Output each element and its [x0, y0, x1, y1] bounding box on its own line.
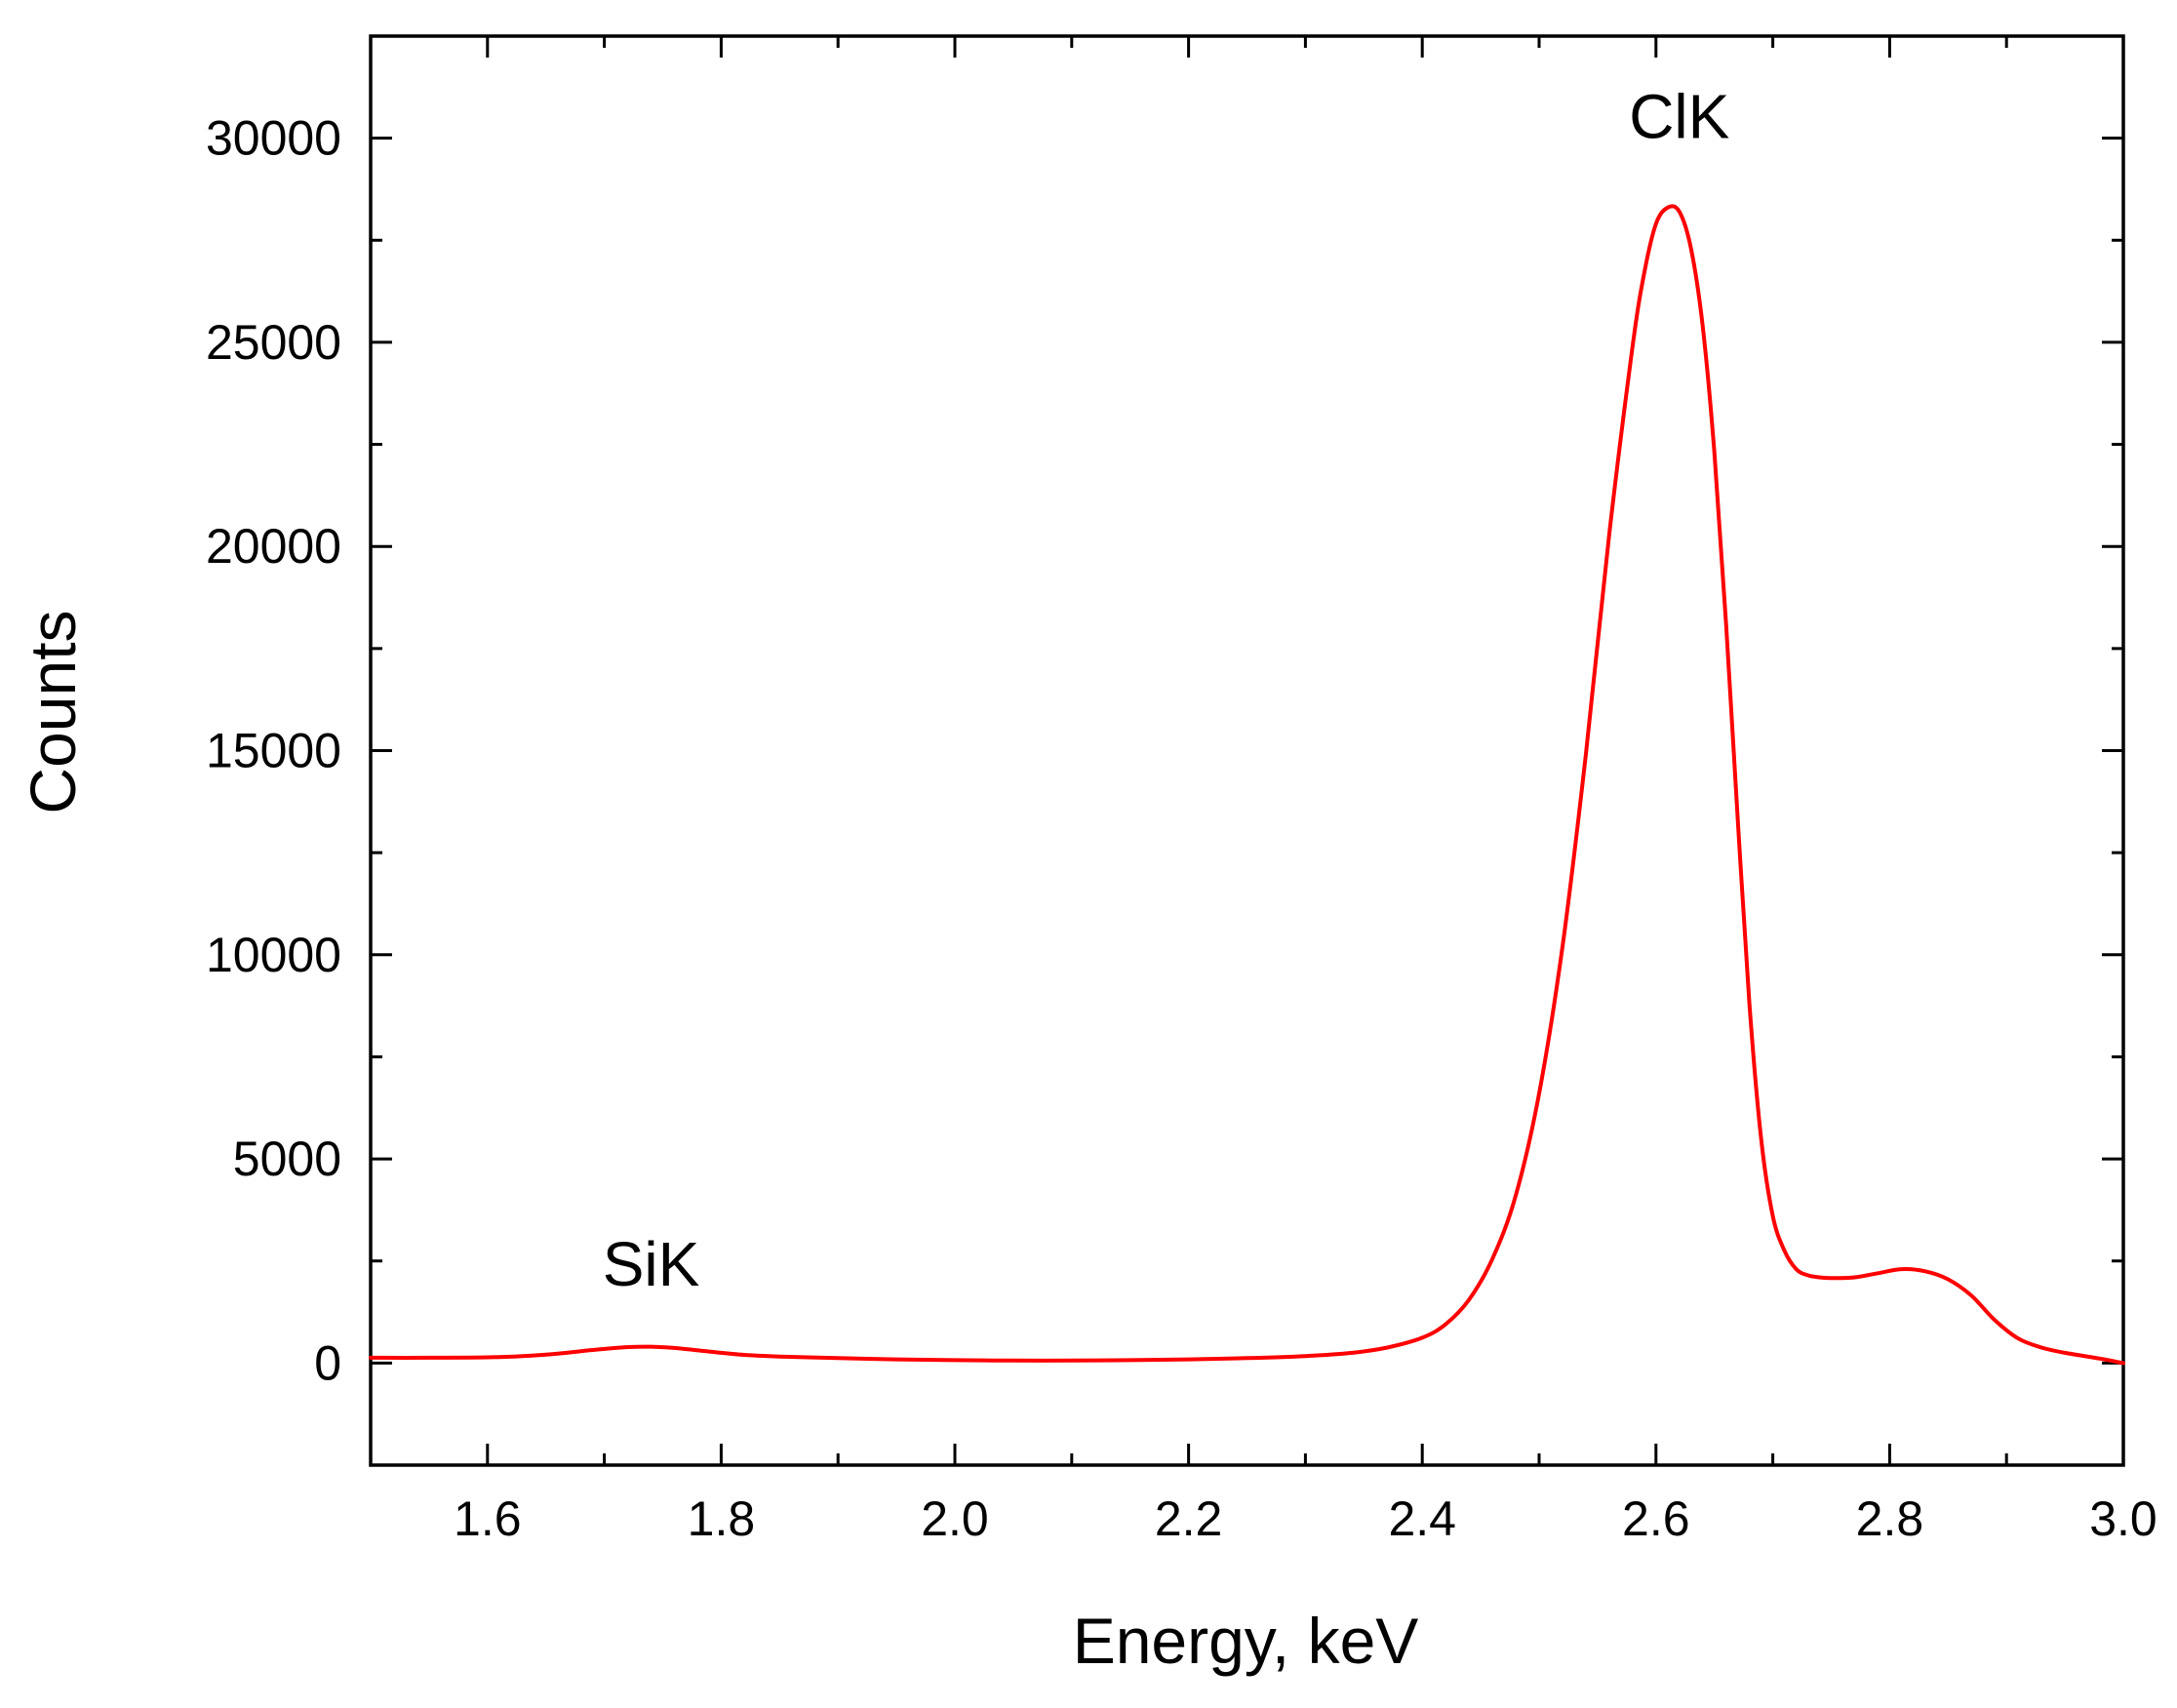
x-tick-label: 1.6	[454, 1491, 522, 1546]
x-tick-label: 2.0	[921, 1491, 989, 1546]
x-tick-label: 3.0	[2089, 1491, 2157, 1546]
y-tick-label: 0	[314, 1335, 341, 1390]
y-axis-title: Counts	[17, 610, 89, 814]
y-tick-label: 30000	[206, 111, 341, 166]
y-tick-label: 5000	[233, 1132, 341, 1186]
peak-annotation: ClK	[1629, 82, 1729, 152]
chart-labels: 1.6 1.8 2.0 2.2 2.4 2.6 2.8 3.0 0 5000 10000 15000 2…	[206, 82, 2157, 1546]
x-tick-label: 2.2	[1155, 1491, 1223, 1546]
peak-annotation: SiK	[603, 1229, 700, 1299]
x-tick-label: 2.8	[1856, 1491, 1924, 1546]
x-tick-label: 2.6	[1622, 1491, 1690, 1546]
y-tick-label: 20000	[206, 519, 341, 574]
series-line	[369, 204, 2125, 1366]
x-tick-label: 1.8	[688, 1491, 756, 1546]
y-tick-label: 15000	[206, 724, 341, 778]
axes	[369, 34, 2125, 1467]
x-tick-label: 2.4	[1388, 1491, 1456, 1546]
x-axis-title: Energy, keV	[1073, 1605, 1419, 1677]
y-tick-label: 25000	[206, 315, 341, 370]
y-tick-label: 10000	[206, 928, 341, 982]
